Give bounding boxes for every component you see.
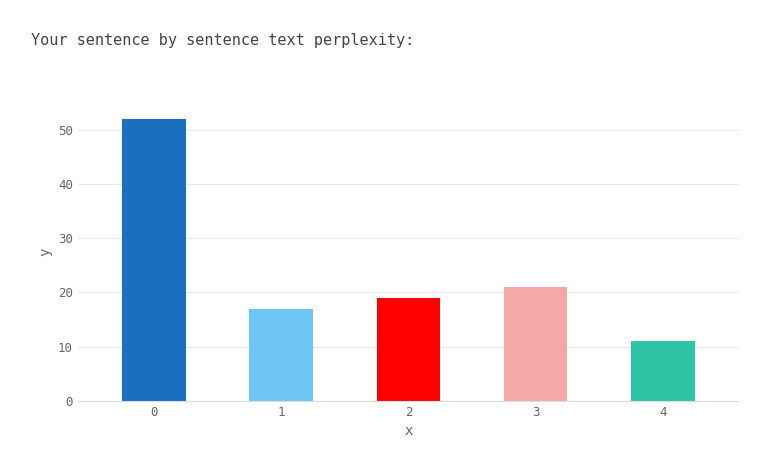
- Text: Your sentence by sentence text perplexity:: Your sentence by sentence text perplexit…: [31, 33, 415, 48]
- Bar: [377, 298, 440, 401]
- Y-axis label: y: y: [38, 247, 52, 256]
- Bar: [631, 341, 695, 401]
- Bar: [250, 308, 313, 401]
- Bar: [122, 119, 186, 401]
- X-axis label: x: x: [405, 424, 412, 438]
- Bar: [504, 287, 567, 401]
